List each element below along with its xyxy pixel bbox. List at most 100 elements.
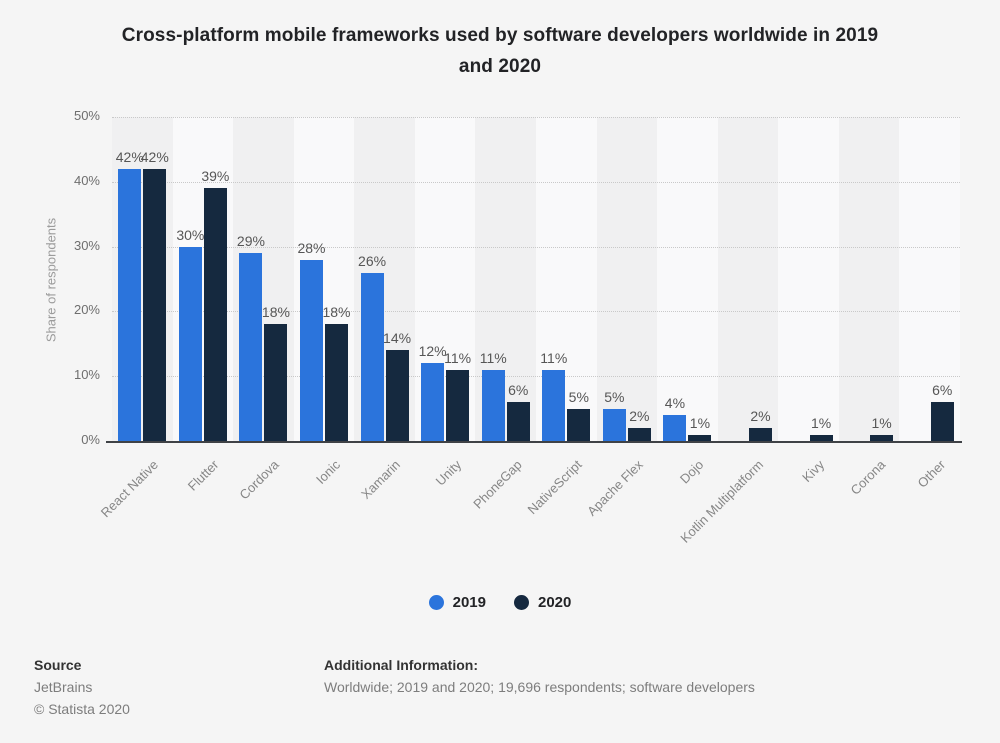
bar-2020-corona[interactable]: 1% — [870, 415, 894, 441]
x-axis-label: NativeScript — [524, 457, 585, 518]
gridline-50 — [112, 117, 960, 118]
value-label: 29% — [236, 233, 265, 250]
legend-dot-2020-icon — [514, 595, 529, 610]
copyright-notice: © Statista 2020 — [34, 701, 130, 717]
bar-2020-kivy[interactable]: 1% — [809, 415, 833, 441]
y-axis-title: Share of respondents — [43, 217, 59, 343]
source-block: Source JetBrains © Statista 2020 — [34, 654, 130, 720]
x-axis-label: Flutter — [184, 457, 222, 494]
plot-column: 5% 2% — [596, 117, 658, 441]
x-axis-label: Ionic — [312, 457, 343, 488]
bar-2019-phonegap[interactable]: 11% — [480, 350, 507, 441]
legend-item-2020[interactable]: 2020 — [514, 594, 571, 611]
bar-2019-flutter[interactable]: 30% — [176, 227, 204, 441]
value-label: 6% — [508, 382, 529, 399]
value-label: 12% — [418, 343, 447, 360]
x-axis-line — [106, 441, 962, 443]
x-axis-label: Kivy — [799, 457, 828, 485]
value-label: 28% — [297, 239, 326, 256]
plot-column: 11% 5% — [536, 117, 597, 441]
x-axis-label: Cordova — [236, 457, 283, 503]
value-label: 30% — [176, 226, 205, 243]
legend: 2019 2020 — [0, 594, 1000, 611]
legend-label-2020: 2020 — [538, 594, 572, 611]
plot-column: 4% 1% — [657, 117, 718, 441]
y-tick-30: 30% — [73, 238, 100, 253]
legend-dot-2019-icon — [428, 595, 444, 610]
plot-column: 6% — [899, 117, 960, 441]
plot-column: 28% 18% — [293, 117, 355, 441]
bar-2020-cordova[interactable]: 18% — [262, 304, 290, 441]
value-label: 42% — [140, 148, 169, 165]
bar-2019-dojo[interactable]: 4% — [663, 395, 687, 441]
bar-2020-phonegap[interactable]: 6% — [506, 382, 530, 441]
bar-2020-dojo[interactable]: 1% — [688, 415, 712, 441]
plot-column: 30% 39% — [172, 117, 234, 441]
bar-2019-ionic[interactable]: 28% — [297, 240, 326, 441]
x-axis-label: Unity — [432, 457, 464, 489]
chart-title-line1: Cross-platform mobile frameworks used by… — [121, 25, 879, 46]
y-tick-20: 20% — [73, 302, 100, 317]
x-axis-label: Corona — [846, 457, 888, 498]
legend-item-2019[interactable]: 2019 — [428, 594, 486, 611]
value-label: 2% — [629, 408, 650, 424]
bar-2020-nativescript[interactable]: 5% — [567, 389, 591, 441]
plot-column: 2% — [717, 117, 779, 441]
value-label: 18% — [261, 304, 290, 321]
plot-column: 12% 11% — [414, 117, 476, 441]
value-label: 2% — [750, 408, 771, 424]
bar-2020-react-native[interactable]: 42% — [141, 149, 169, 441]
value-label: 11% — [540, 349, 568, 366]
y-tick-50: 50% — [73, 108, 100, 123]
additional-info-value: Worldwide; 2019 and 2020; 19,696 respond… — [324, 679, 755, 695]
bar-2020-flutter[interactable]: 39% — [201, 168, 229, 441]
bar-2019-xamarin[interactable]: 26% — [358, 253, 386, 441]
plot-column: 29% 18% — [233, 117, 294, 441]
x-axis-label: React Native — [97, 457, 161, 521]
bar-2020-unity[interactable]: 11% — [444, 350, 471, 441]
y-tick-40: 40% — [73, 173, 100, 188]
bar-2020-apache-flex[interactable]: 2% — [627, 408, 651, 441]
value-label: 14% — [383, 330, 412, 347]
value-label: 1% — [689, 414, 711, 431]
y-tick-0: 0% — [81, 432, 100, 447]
bar-2019-apache-flex[interactable]: 5% — [602, 389, 626, 441]
plot-column: 42% 42% — [112, 117, 173, 441]
x-axis-label: Xamarin — [358, 457, 404, 502]
plot-column: 1% — [838, 117, 900, 441]
source-label: Source — [34, 657, 82, 673]
bar-2020-xamarin[interactable]: 14% — [383, 330, 411, 441]
bar-2019-unity[interactable]: 12% — [419, 343, 447, 441]
bar-2019-react-native[interactable]: 42% — [116, 149, 144, 441]
additional-info-block: Additional Information: Worldwide; 2019 … — [324, 654, 755, 698]
value-label: 5% — [568, 388, 589, 405]
value-label: 1% — [810, 414, 832, 431]
chart-title-line2: and 2020 — [458, 56, 542, 77]
value-label: 26% — [358, 252, 387, 269]
x-axis-label: Apache Flex — [583, 457, 646, 519]
value-label: 11% — [479, 349, 507, 366]
value-label: 5% — [604, 388, 625, 405]
x-axis-label: PhoneGap — [469, 457, 525, 512]
bar-2020-ionic[interactable]: 18% — [322, 304, 351, 441]
y-tick-10: 10% — [73, 367, 100, 382]
bar-2019-cordova[interactable]: 29% — [237, 233, 265, 441]
plot-column: 26% 14% — [354, 117, 415, 441]
bar-2019-nativescript[interactable]: 11% — [540, 350, 567, 441]
value-label: 42% — [115, 148, 144, 165]
plot-column: 1% — [778, 117, 839, 441]
additional-info-label: Additional Information: — [324, 657, 478, 673]
value-label: 39% — [201, 168, 230, 185]
value-label: 1% — [871, 414, 892, 431]
value-label: 18% — [322, 304, 351, 321]
value-label: 11% — [444, 349, 472, 366]
bar-2020-kotlin-multiplatform[interactable]: 2% — [748, 408, 772, 441]
gridline-10 — [112, 376, 960, 378]
bar-2020-other[interactable]: 6% — [930, 382, 954, 441]
x-axis-label: Dojo — [676, 457, 707, 487]
plot-column: 11% 6% — [475, 117, 536, 441]
value-label: 4% — [664, 395, 686, 412]
source-value[interactable]: JetBrains — [34, 679, 93, 695]
value-label: 6% — [932, 382, 953, 399]
